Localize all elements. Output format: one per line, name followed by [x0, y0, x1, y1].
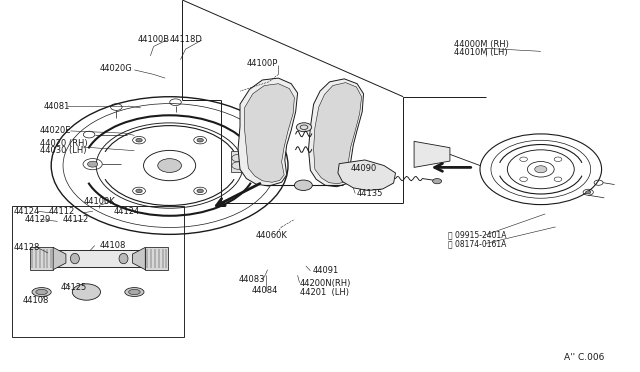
- Circle shape: [136, 138, 142, 142]
- Circle shape: [79, 288, 94, 296]
- Text: 44125: 44125: [61, 283, 87, 292]
- Text: 44100K: 44100K: [83, 197, 115, 206]
- Text: 44112: 44112: [63, 215, 89, 224]
- Text: 44201  (LH): 44201 (LH): [300, 288, 349, 296]
- Circle shape: [296, 123, 312, 132]
- Ellipse shape: [32, 288, 51, 296]
- Polygon shape: [53, 247, 66, 270]
- Text: 44124: 44124: [14, 207, 40, 216]
- Text: 44124: 44124: [114, 207, 140, 216]
- Ellipse shape: [125, 288, 144, 296]
- Polygon shape: [308, 79, 364, 187]
- Polygon shape: [314, 83, 362, 184]
- Circle shape: [120, 251, 145, 266]
- Polygon shape: [414, 141, 450, 167]
- Text: 44020E: 44020E: [40, 126, 71, 135]
- Bar: [230, 151, 246, 172]
- Polygon shape: [145, 247, 168, 270]
- Circle shape: [197, 138, 204, 142]
- Polygon shape: [30, 247, 53, 270]
- Text: 44108: 44108: [99, 241, 125, 250]
- Text: 44020 (RH): 44020 (RH): [40, 139, 87, 148]
- Text: 44090: 44090: [351, 164, 377, 173]
- Circle shape: [58, 254, 74, 263]
- Circle shape: [72, 284, 100, 300]
- Polygon shape: [338, 160, 396, 190]
- Text: 44118D: 44118D: [170, 35, 202, 44]
- Text: 44081: 44081: [44, 102, 70, 110]
- Circle shape: [125, 254, 140, 263]
- Polygon shape: [238, 78, 298, 186]
- Circle shape: [534, 166, 547, 173]
- Text: 44030 (LH): 44030 (LH): [40, 146, 86, 155]
- Bar: [12, 206, 184, 337]
- Text: 44112: 44112: [49, 207, 75, 216]
- Circle shape: [136, 189, 142, 193]
- Text: A'' C.006: A'' C.006: [564, 353, 605, 362]
- Text: 44128: 44128: [14, 243, 40, 252]
- Text: 44100P: 44100P: [246, 59, 278, 68]
- Text: 44084: 44084: [252, 286, 278, 295]
- Text: 44129: 44129: [24, 215, 51, 224]
- Text: Ⓝ 09915-2401A: Ⓝ 09915-2401A: [448, 231, 506, 240]
- Text: 44020G: 44020G: [99, 64, 132, 73]
- Circle shape: [197, 189, 204, 193]
- Circle shape: [88, 252, 111, 265]
- Circle shape: [586, 191, 591, 194]
- Circle shape: [158, 158, 182, 173]
- Ellipse shape: [70, 253, 79, 264]
- Text: 44100B: 44100B: [138, 35, 170, 44]
- Polygon shape: [132, 247, 145, 270]
- Polygon shape: [244, 84, 294, 182]
- Text: 44010M (LH): 44010M (LH): [454, 48, 508, 57]
- Circle shape: [53, 251, 79, 266]
- Circle shape: [433, 179, 442, 184]
- Ellipse shape: [36, 289, 47, 295]
- Text: 44060K: 44060K: [256, 231, 288, 240]
- Bar: [56, 250, 143, 267]
- Ellipse shape: [119, 253, 128, 264]
- Text: 44091: 44091: [312, 266, 339, 275]
- Text: 44108: 44108: [22, 296, 49, 305]
- Text: 44135: 44135: [357, 189, 383, 198]
- Ellipse shape: [129, 289, 140, 295]
- Text: 44000M (RH): 44000M (RH): [454, 40, 509, 49]
- Text: 44083: 44083: [239, 275, 265, 284]
- Circle shape: [294, 180, 312, 190]
- Text: Ⓑ 08174-0161A: Ⓑ 08174-0161A: [448, 239, 506, 248]
- Circle shape: [88, 161, 98, 167]
- Text: 44200N(RH): 44200N(RH): [300, 279, 351, 288]
